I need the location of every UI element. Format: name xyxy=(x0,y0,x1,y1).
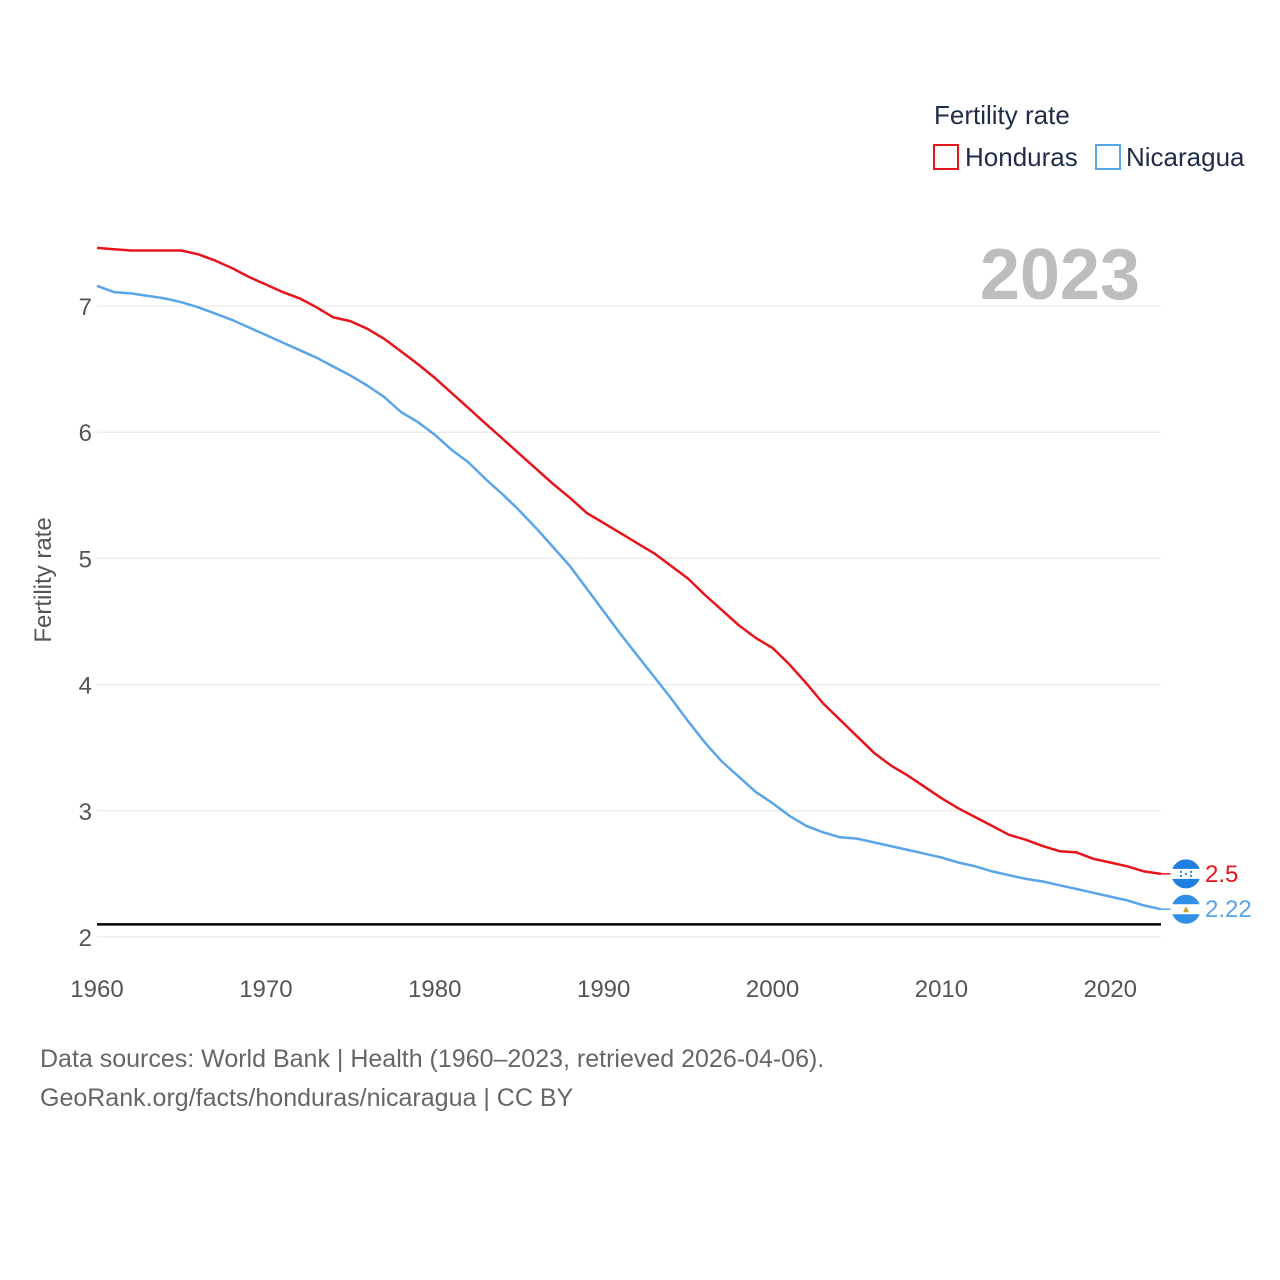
series-lines xyxy=(96,246,1162,911)
legend-swatch-nicaragua xyxy=(1095,144,1121,170)
grid-lines xyxy=(97,305,1161,938)
x-tick-label: 2020 xyxy=(1084,976,1137,1003)
x-tick-label: 1990 xyxy=(577,976,630,1003)
legend: Fertility rate Honduras Nicaragua xyxy=(933,100,1245,172)
legend-swatch-honduras xyxy=(933,144,959,170)
footer-sources: Data sources: World Bank | Health (1960–… xyxy=(40,1045,825,1073)
year-label: 2023 xyxy=(980,235,1140,315)
end-markers: 2.5 2.22 xyxy=(1161,858,1252,925)
series-line-nicaragua xyxy=(96,284,1162,911)
series-line-honduras xyxy=(96,246,1162,876)
end-value-honduras: 2.5 xyxy=(1205,861,1238,888)
y-axis-title: Fertility rate xyxy=(30,517,57,642)
x-tick-label: 2010 xyxy=(915,976,968,1003)
legend-label-honduras: Honduras xyxy=(965,142,1078,172)
x-axis-ticks: 1960 1970 1980 1990 2000 2010 2020 xyxy=(70,976,1137,1003)
y-axis-ticks: 2 3 4 5 6 7 xyxy=(79,294,92,952)
footer-attribution[interactable]: GeoRank.org/facts/honduras/nicaragua | C… xyxy=(40,1084,574,1112)
legend-item-honduras[interactable]: Honduras xyxy=(933,142,1078,172)
nicaragua-flag-icon xyxy=(1161,893,1202,925)
y-tick-label: 2 xyxy=(79,925,92,952)
y-tick-label: 3 xyxy=(79,799,92,826)
legend-title: Fertility rate xyxy=(934,100,1070,130)
x-tick-label: 1960 xyxy=(70,976,123,1003)
y-tick-label: 6 xyxy=(79,420,92,447)
x-tick-label: 1980 xyxy=(408,976,461,1003)
honduras-flag-icon xyxy=(1161,858,1202,890)
legend-item-nicaragua[interactable]: Nicaragua xyxy=(1095,142,1245,172)
x-tick-label: 2000 xyxy=(746,976,799,1003)
y-tick-label: 5 xyxy=(79,546,92,573)
legend-label-nicaragua: Nicaragua xyxy=(1126,142,1245,172)
x-tick-label: 1970 xyxy=(239,976,292,1003)
y-tick-label: 7 xyxy=(79,294,92,321)
y-tick-label: 4 xyxy=(79,673,92,700)
end-value-nicaragua: 2.22 xyxy=(1205,896,1252,923)
